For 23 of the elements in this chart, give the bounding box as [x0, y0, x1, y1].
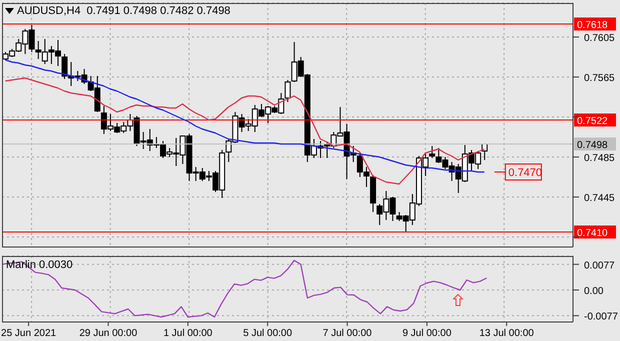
x-tick-label: 29 Jun 00:00 — [79, 328, 138, 339]
y-tick-label: 0.0077 — [584, 260, 616, 272]
ref-line-label: 0.7522 — [577, 116, 608, 127]
x-tick-label: 25 Jun 2021 — [1, 328, 57, 339]
y-tick-label: 0.7565 — [584, 73, 616, 84]
ref-line-label: 0.7410 — [577, 228, 608, 239]
x-tick-label: 1 Jul 00:00 — [163, 328, 213, 339]
y-tick-label: 0.7485 — [584, 153, 616, 164]
x-tick-label: 5 Jul 00:00 — [243, 328, 292, 339]
candlestick — [429, 146, 436, 158]
y-tick-label: 0.00 — [584, 286, 604, 297]
x-tick-label: 9 Jul 00:00 — [402, 328, 452, 339]
candlestick — [284, 80, 291, 102]
ref-line-label: 0.7618 — [577, 20, 608, 31]
x-tick-label: 7 Jul 00:00 — [322, 328, 372, 339]
ref-line-label: 0.7498 — [577, 140, 608, 151]
y-tick-label: -0.0077 — [584, 312, 618, 323]
y-tick-label: 0.7605 — [584, 33, 616, 44]
x-tick-label: 13 Jul 00:00 — [479, 328, 534, 339]
line-series — [1, 260, 488, 318]
chart-title: AUDUSD,H4 0.7491 0.7498 0.7482 0.7498 — [17, 5, 230, 17]
annotation: 0.7470 — [508, 167, 542, 179]
y-tick-label: 0.7445 — [584, 193, 616, 204]
